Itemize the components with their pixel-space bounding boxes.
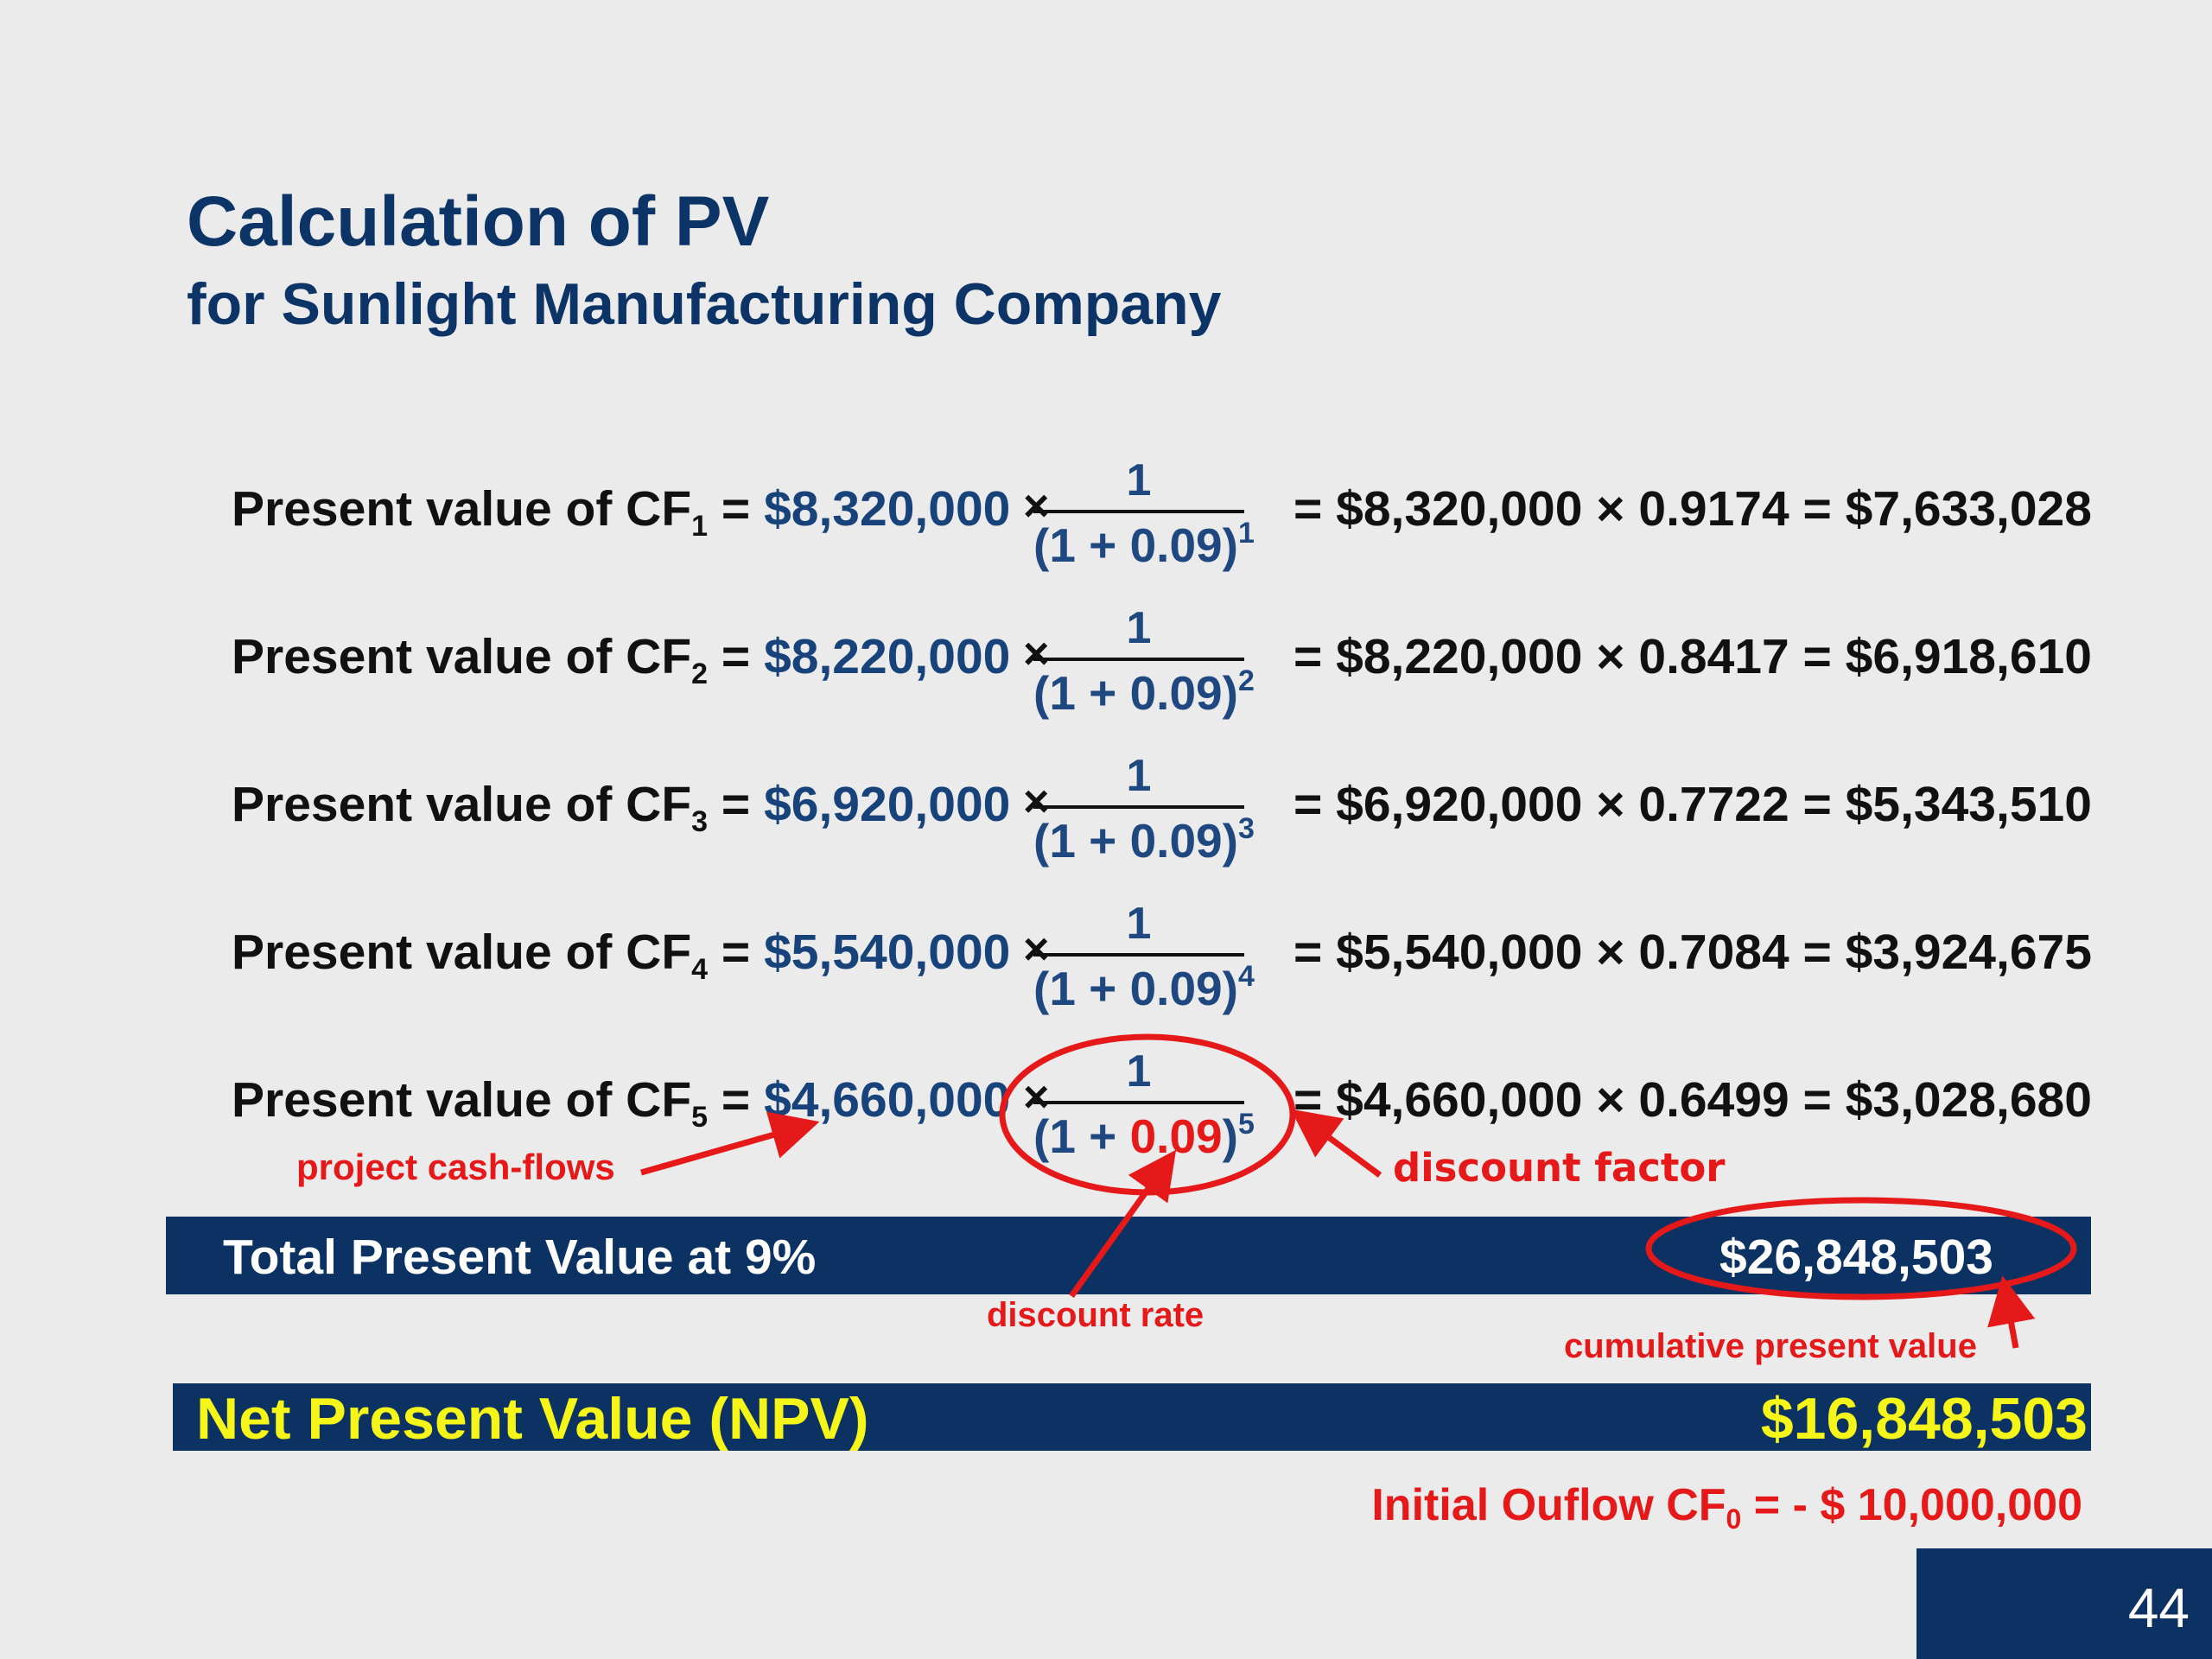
fraction-numerator: 1 (1126, 899, 1152, 949)
fraction-bar (1033, 805, 1244, 809)
annotation-discount-factor: discount factor (1393, 1145, 1726, 1191)
slide-subtitle: for Sunlight Manufacturing Company (187, 271, 1222, 337)
label-prefix: Present value of CF (232, 1072, 692, 1128)
exponent: 2 (1237, 664, 1255, 697)
equals-sign: = (721, 925, 751, 980)
annotation-discount-rate: discount rate (987, 1296, 1205, 1334)
multiply-sign: × (1023, 1072, 1050, 1122)
cumulative-arrow (1987, 1275, 2036, 1349)
total-value-circle (1645, 1197, 2077, 1300)
pv-row-4: Present value of CF4 = $5,540,000 × 1 (1… (232, 899, 2098, 1050)
pv-result: = $4,660,000 × 0.6499 = $3,028,680 (1294, 1072, 2092, 1128)
cf-subscript: 4 (691, 953, 709, 986)
discount-factor-arrow (1290, 1109, 1382, 1178)
fraction-bar (1033, 658, 1244, 661)
fraction-numerator: 1 (1126, 1046, 1152, 1096)
rate-value: 0.09 (1129, 814, 1223, 868)
multiply-sign: × (1023, 629, 1050, 679)
cash-flows-arrow (640, 1111, 820, 1176)
fraction-denominator: (1 + 0.09)3 (1033, 812, 1255, 868)
fraction-denominator: (1 + 0.09)2 (1033, 664, 1255, 720)
pv-row-5: Present value of CF5 = $4,660,000 × 1 (1… (232, 1046, 2098, 1198)
exponent: 1 (1237, 517, 1255, 550)
cf-subscript: 5 (691, 1101, 709, 1134)
initial-outflow: Initial Ouflow CF0 = - $ 10,000,000 (1371, 1480, 2082, 1535)
pv-row-3: Present value of CF3 = $6,920,000 × 1 (1… (232, 751, 2098, 902)
slide-title: Calculation of PV (187, 182, 770, 261)
fraction-denominator: (1 + 0.09)1 (1033, 517, 1255, 572)
rate-value: 0.09 (1129, 666, 1223, 720)
fraction-numerator: 1 (1126, 603, 1152, 653)
pv-row-1: Present value of CF1 = $8,320,000 × 1 (1… (232, 455, 2098, 607)
multiply-sign: × (1023, 925, 1050, 975)
equals-sign: = (721, 629, 751, 684)
exponent: 4 (1237, 960, 1255, 993)
pv-result: = $8,220,000 × 0.8417 = $6,918,610 (1294, 629, 2092, 684)
equals-sign: = (721, 777, 751, 832)
fraction-denominator: (1 + 0.09)5 (1033, 1108, 1255, 1163)
label-prefix: Present value of CF (232, 481, 692, 537)
pv-label: Present value of CF4 = $5,540,000 (232, 924, 1010, 987)
discount-rate-arrow (1069, 1149, 1177, 1299)
page-number: 44 (2127, 1577, 2190, 1639)
pv-result: = $5,540,000 × 0.7084 = $3,924,675 (1294, 925, 2092, 980)
total-pv-label: Total Present Value at 9% (223, 1230, 817, 1285)
label-prefix: Present value of CF (232, 629, 692, 684)
cash-flow-value: $8,320,000 (764, 481, 1011, 537)
cash-flow-value: $6,920,000 (764, 777, 1011, 832)
discount-factor-circle (999, 1033, 1296, 1196)
cf-subscript: 3 (691, 805, 709, 838)
fraction-denominator: (1 + 0.09)4 (1033, 960, 1255, 1015)
cf-subscript: 2 (691, 658, 709, 690)
fraction-bar (1033, 510, 1244, 513)
rate-value: 0.09 (1129, 962, 1223, 1015)
pv-label: Present value of CF3 = $6,920,000 (232, 776, 1010, 839)
exponent: 5 (1237, 1108, 1255, 1141)
npv-band: Net Present Value (NPV) $16,848,503 (173, 1383, 2091, 1452)
multiply-sign: × (1023, 777, 1050, 827)
equals-sign: = (721, 1072, 751, 1128)
page-number-box: 44 (1916, 1548, 2212, 1659)
cash-flow-value: $5,540,000 (764, 925, 1011, 980)
npv-label: Net Present Value (NPV) (196, 1386, 869, 1452)
cf-subscript: 1 (691, 510, 709, 543)
fraction-bar (1033, 1101, 1244, 1104)
label-prefix: Present value of CF (232, 925, 692, 980)
annotation-cumulative-pv: cumulative present value (1564, 1327, 1977, 1365)
pv-label: Present value of CF2 = $8,220,000 (232, 628, 1010, 691)
rate-value: 0.09 (1129, 518, 1223, 572)
pv-result: = $8,320,000 × 0.9174 = $7,633,028 (1294, 481, 2092, 537)
equals-sign: = (721, 481, 751, 537)
pv-result: = $6,920,000 × 0.7722 = $5,343,510 (1294, 777, 2092, 832)
total-pv-value: $26,848,503 (1719, 1230, 1993, 1285)
pv-row-2: Present value of CF2 = $8,220,000 × 1 (1… (232, 603, 2098, 754)
annotation-project-cash-flows: project cash-flows (296, 1147, 615, 1187)
fraction-numerator: 1 (1126, 455, 1152, 505)
cash-flow-value: $8,220,000 (764, 629, 1011, 684)
exponent: 3 (1237, 812, 1255, 845)
fraction-numerator: 1 (1126, 751, 1152, 801)
npv-value: $16,848,503 (1760, 1386, 2088, 1452)
multiply-sign: × (1023, 481, 1050, 531)
label-prefix: Present value of CF (232, 777, 692, 832)
pv-label: Present value of CF1 = $8,320,000 (232, 480, 1010, 543)
total-pv-band: Total Present Value at 9% $26,848,503 (166, 1217, 2091, 1294)
fraction-bar (1033, 953, 1244, 957)
